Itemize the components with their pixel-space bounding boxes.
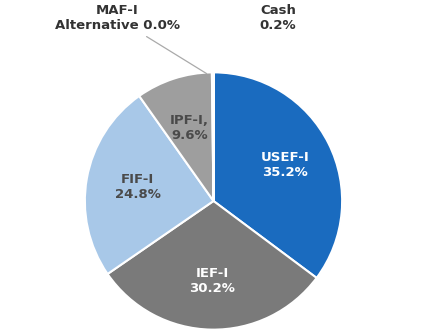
Wedge shape	[107, 201, 316, 330]
Text: IEF-I
30.2%: IEF-I 30.2%	[189, 267, 234, 295]
Text: USEF-I
35.2%: USEF-I 35.2%	[260, 151, 308, 179]
Text: FIF-I
24.8%: FIF-I 24.8%	[114, 174, 160, 201]
Text: IPF-I,
9.6%: IPF-I, 9.6%	[170, 114, 209, 142]
Wedge shape	[85, 96, 213, 274]
Text: Cash
0.2%: Cash 0.2%	[259, 4, 296, 32]
Wedge shape	[211, 72, 213, 201]
Wedge shape	[213, 72, 341, 278]
Wedge shape	[139, 72, 213, 201]
Text: MAF-I
Alternative 0.0%: MAF-I Alternative 0.0%	[55, 4, 206, 74]
